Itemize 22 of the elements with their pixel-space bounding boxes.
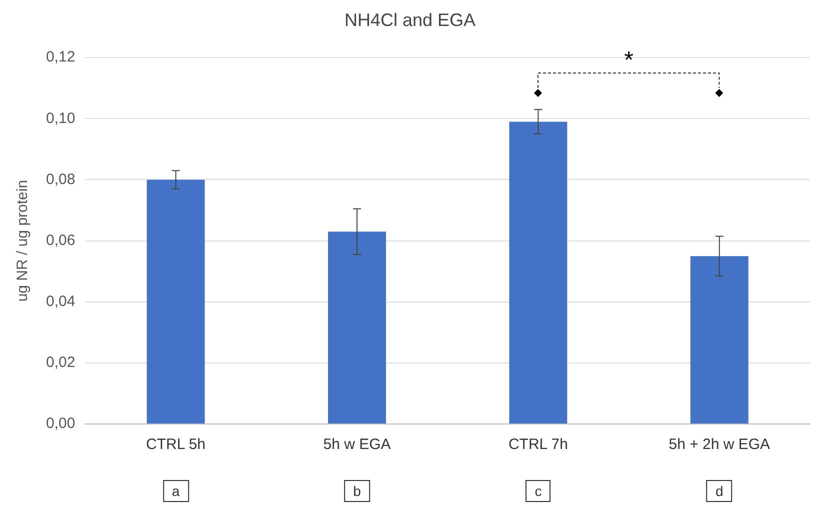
y-tick-label: 0,04 [46,293,76,310]
y-tick-label: 0,06 [46,232,76,249]
annotation: * [624,46,634,75]
bar [146,180,205,424]
bar [328,232,386,424]
chart-title: NH4Cl and EGA [344,10,476,30]
text: d [706,480,732,502]
y-tick-label: 0,12 [46,48,76,66]
y-tick-label: 0,10 [46,110,76,127]
x-tick-label: CTRL 7h [508,436,568,454]
x-tick-label: 5h w EGA [323,436,391,454]
y-tick-label: 0,00 [46,415,76,432]
y-axis-title: ug NR / ug protein [14,180,32,302]
text: b [344,480,370,502]
x-tick-label: 5h + 2h w EGA [668,436,770,454]
bar [509,122,568,424]
text: c [526,480,551,502]
y-tick-label: 0,02 [46,354,76,372]
x-tick-label: CTRL 5h [146,436,206,454]
text: a [162,480,189,502]
y-tick-label: 0,08 [46,170,76,188]
bar [690,256,748,424]
